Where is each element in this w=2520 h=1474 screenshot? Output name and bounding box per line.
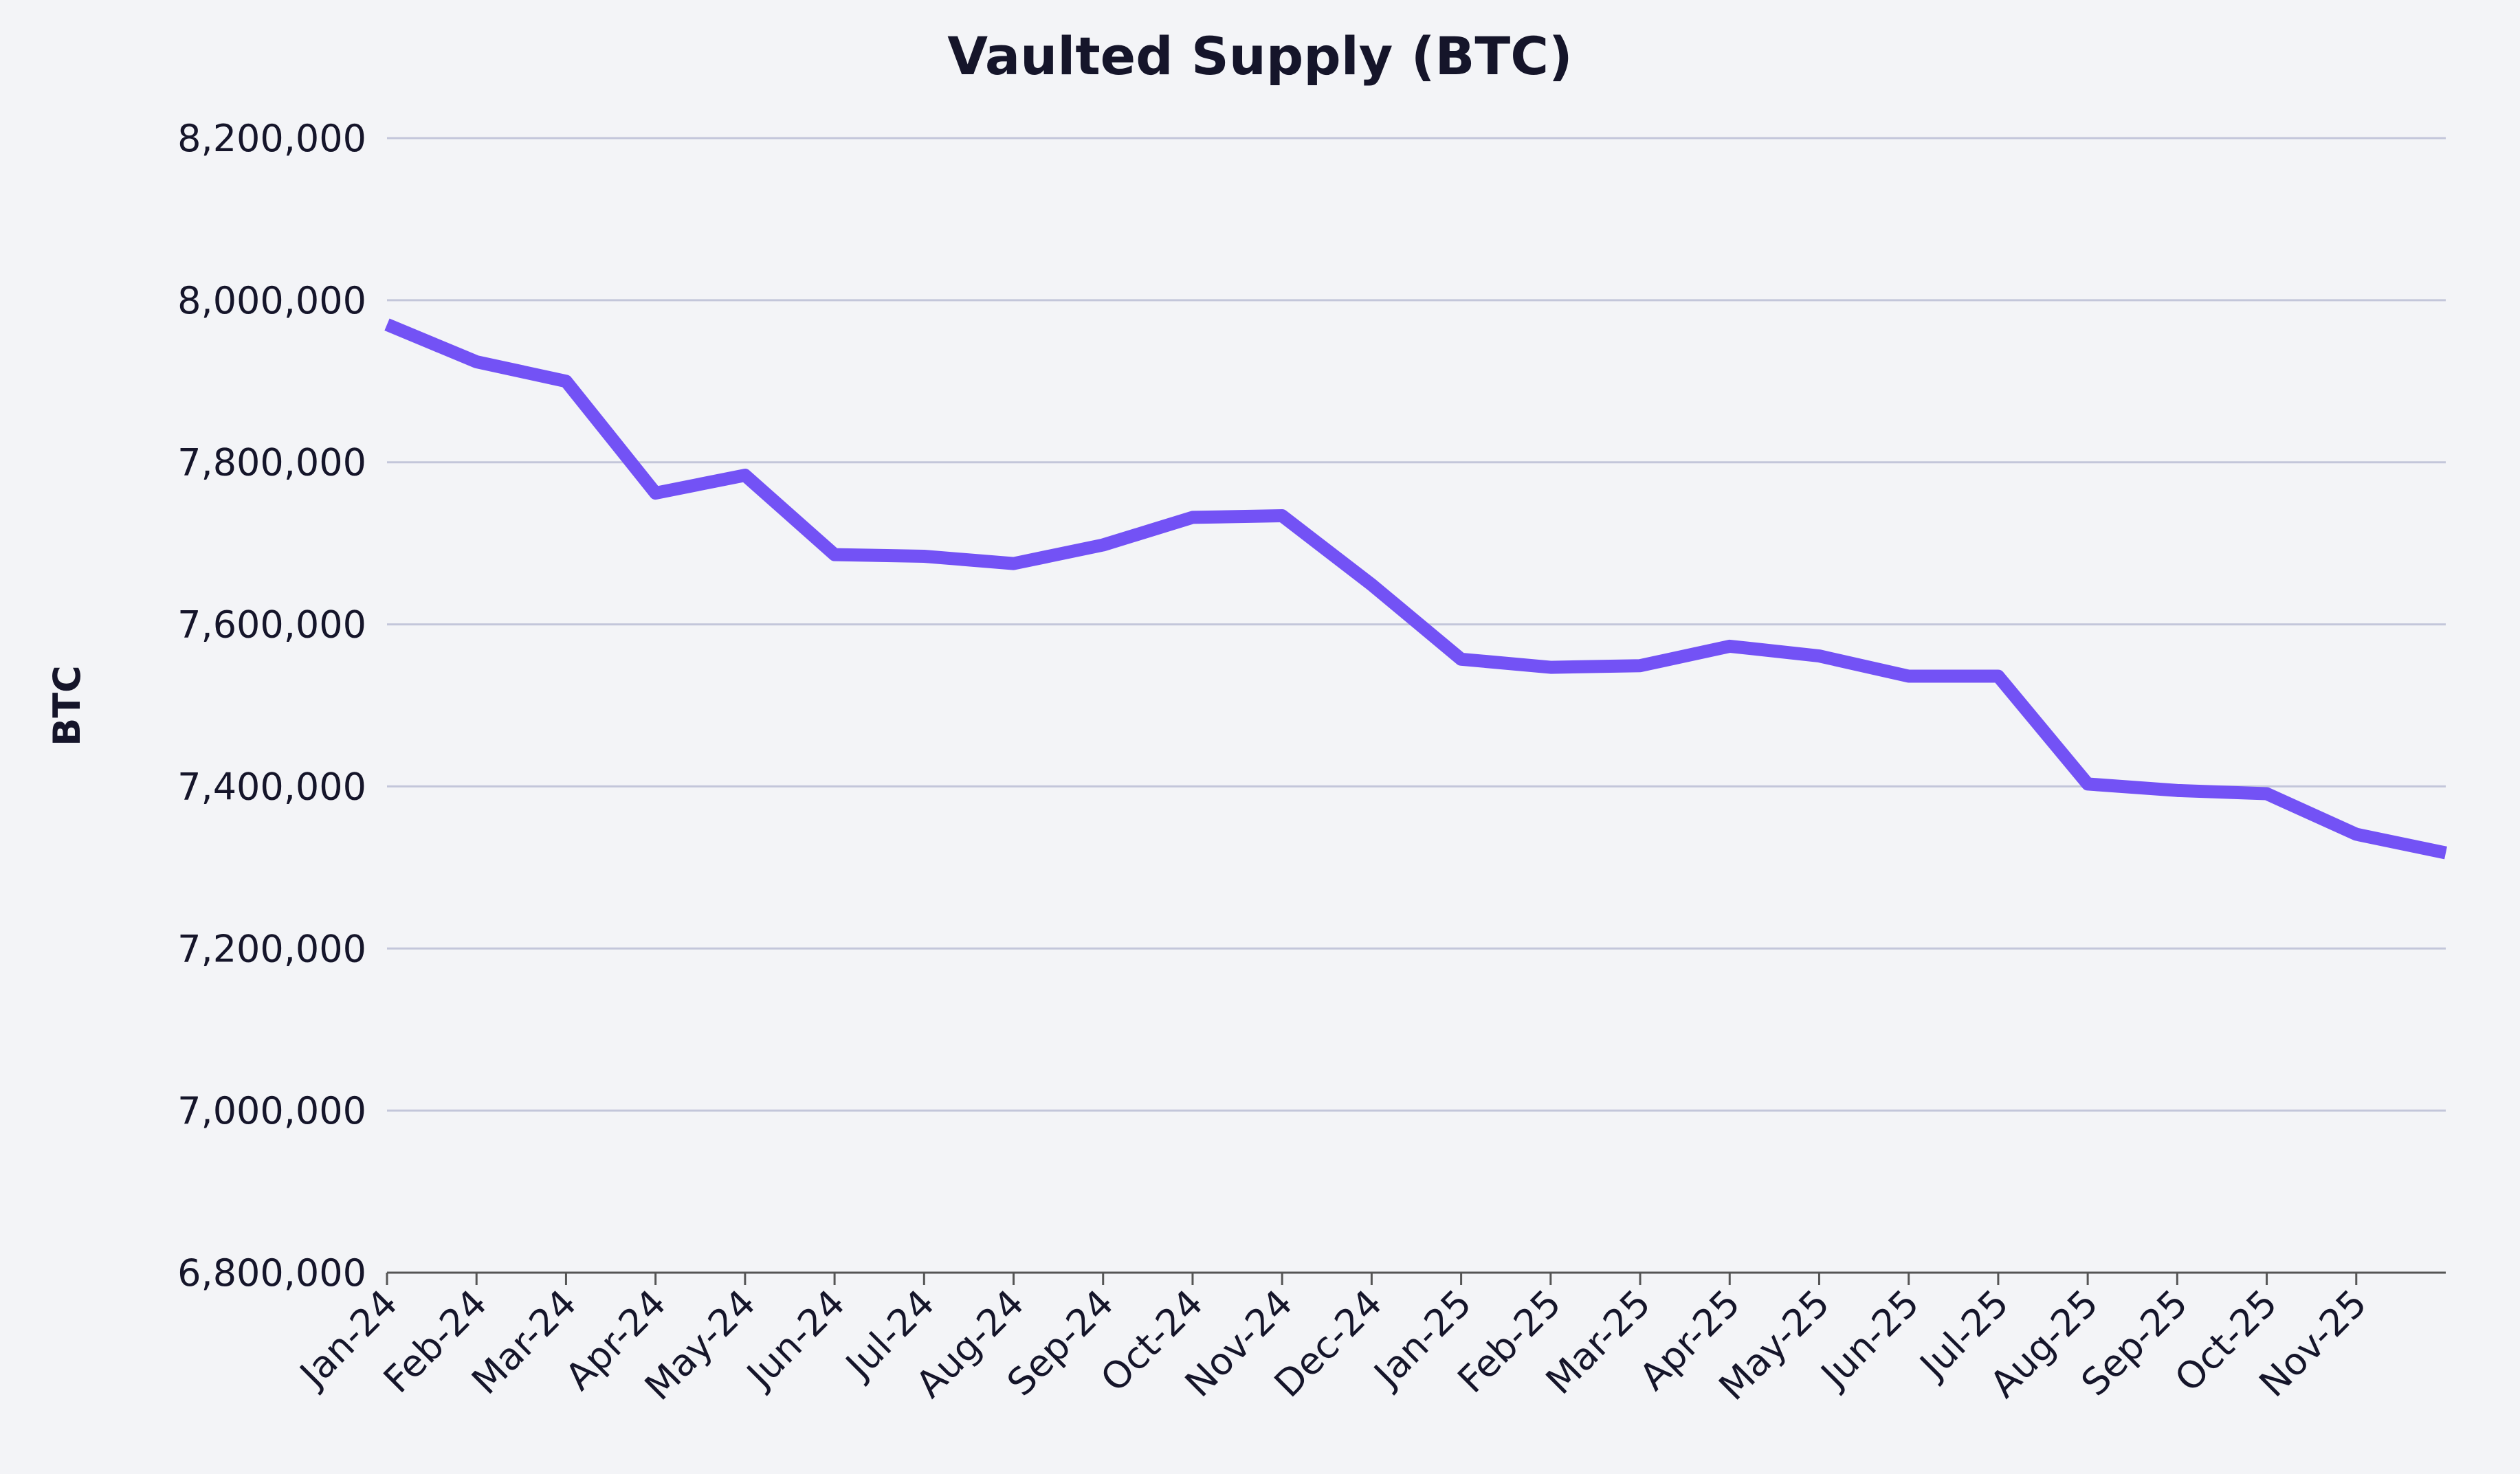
y-tick-label: 8,200,000 <box>177 117 366 160</box>
y-tick-label: 8,000,000 <box>177 279 366 322</box>
y-tick-label: 6,800,000 <box>177 1251 366 1295</box>
y-tick-label: 7,200,000 <box>177 927 366 970</box>
data-line <box>384 318 2447 860</box>
y-tick-label: 7,000,000 <box>177 1089 366 1132</box>
y-tick-label: 7,800,000 <box>177 441 366 484</box>
y-axis-label: BTC <box>45 665 89 746</box>
y-tick-label: 7,400,000 <box>177 765 366 808</box>
y-tick-label: 7,600,000 <box>177 603 366 647</box>
chart-title: Vaulted Supply (BTC) <box>947 25 1573 87</box>
